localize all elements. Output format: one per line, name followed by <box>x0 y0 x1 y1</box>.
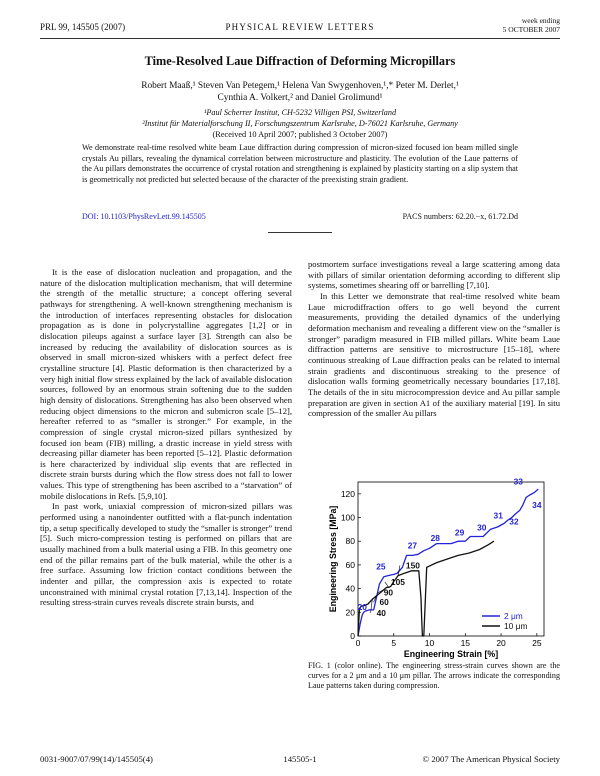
laue-label-10um: 105 <box>391 577 405 587</box>
laue-arrow-10um <box>377 589 384 593</box>
y-tick-label: 100 <box>341 513 355 523</box>
body-column-right: postmortem surface investigations reveal… <box>308 259 560 419</box>
laue-label-2um: 29 <box>455 527 465 537</box>
affiliation-1: ¹Paul Scherrer Institut, CH-5232 Villige… <box>203 108 397 117</box>
laue-label-10um: 150 <box>406 560 420 570</box>
y-tick-label: 120 <box>341 489 355 499</box>
y-tick-label: 80 <box>346 536 356 546</box>
y-tick-label: 60 <box>346 560 356 570</box>
section-divider <box>268 232 332 233</box>
footer-code: 0031-9007/07/99(14)/145505(4) <box>40 754 153 764</box>
laue-label-2um: 30 <box>477 523 487 533</box>
laue-label-2um: 25 <box>376 562 386 572</box>
series-line-2um <box>357 488 539 637</box>
x-tick-label: 15 <box>461 638 471 648</box>
author-list: Robert Maaß,¹ Steven Van Petegem,¹ Helen… <box>60 80 540 104</box>
laue-label-10um: 40 <box>377 608 387 618</box>
paragraph: In past work, uniaxial compression of mi… <box>40 501 293 608</box>
y-axis-label: Engineering Stress [MPa] <box>328 506 338 613</box>
copyright: © 2007 The American Physical Society <box>422 754 560 764</box>
y-tick-label: 0 <box>350 631 355 641</box>
affiliations: ¹Paul Scherrer Institut, CH-5232 Villige… <box>60 108 540 129</box>
legend-label: 2 μm <box>504 611 523 621</box>
laue-label-2um: 33 <box>514 478 524 486</box>
laue-label-10um: 90 <box>384 588 394 598</box>
x-axis-label: Engineering Strain [%] <box>404 649 498 659</box>
week-ending-label: week ending <box>521 16 560 25</box>
issue-date: week ending 5 OCTOBER 2007 <box>502 16 560 34</box>
laue-label-2um: 31 <box>494 511 504 521</box>
x-tick-label: 0 <box>356 638 361 648</box>
x-tick-label: 25 <box>532 638 542 648</box>
authors-line-1: Robert Maaß,¹ Steven Van Petegem,¹ Helen… <box>141 81 459 91</box>
doi-text[interactable]: DOI: 10.1103/PhysRevLett.99.145505 <box>82 212 206 221</box>
x-tick-label: 5 <box>391 638 396 648</box>
paragraph: In this Letter we demonstrate that real-… <box>308 290 560 419</box>
pacs-numbers: PACS numbers: 62.20.−x, 61.72.Dd <box>402 212 518 221</box>
paragraph: postmortem surface investigations reveal… <box>308 259 560 291</box>
journal-name: PHYSICAL REVIEW LETTERS <box>225 22 375 32</box>
y-tick-label: 40 <box>346 584 356 594</box>
laue-label-2um: 20 <box>358 602 368 612</box>
running-header: PRL 99, 145505 (2007) PHYSICAL REVIEW LE… <box>40 16 560 42</box>
figure-1: 0 5 10 15 20 25 0 20 40 60 80 100 120 Engineering Str… <box>318 476 550 660</box>
week-ending-date: 5 OCTOBER 2007 <box>502 24 560 34</box>
body-column-left: It is the ease of dislocation nucleation… <box>40 267 292 608</box>
laue-arrow-10um <box>397 565 401 576</box>
affiliation-2: ²Institut für Materialforschung II, Fors… <box>142 118 458 128</box>
journal-ref: PRL 99, 145505 (2007) <box>40 22 126 32</box>
figure-caption: FIG. 1 (color online). The engineering s… <box>308 661 560 691</box>
page-number: 145505-1 <box>283 754 317 764</box>
doi-link[interactable]: DOI: 10.1103/PhysRevLett.99.145505 <box>82 212 206 221</box>
laue-label-10um: 60 <box>379 597 389 607</box>
laue-arrow-10um <box>373 595 377 603</box>
laue-label-2um: 28 <box>431 533 441 543</box>
laue-label-2um: 27 <box>408 540 418 550</box>
paragraph: It is the ease of dislocation nucleation… <box>40 267 292 501</box>
laue-label-2um: 32 <box>509 517 519 527</box>
header-rule <box>40 38 560 39</box>
x-tick-label: 10 <box>425 638 435 648</box>
plot-frame <box>357 481 545 637</box>
series-line-10um <box>357 540 495 637</box>
laue-arrow-10um <box>384 581 390 588</box>
laue-arrow-10um <box>370 599 373 613</box>
authors-line-2: Cynthia A. Volkert,² and Daniel Grolimun… <box>217 93 383 103</box>
received-date: (Received 10 April 2007; published 3 Oct… <box>212 130 388 139</box>
paper-title: Time-Resolved Laue Diffraction of Deform… <box>144 54 456 68</box>
abstract: We demonstrate real-time resolved white … <box>82 143 518 184</box>
y-tick-label: 20 <box>346 607 356 617</box>
laue-label-2um: 34 <box>532 500 542 510</box>
x-tick-label: 20 <box>496 638 506 648</box>
legend-label: 10 μm <box>504 621 527 631</box>
